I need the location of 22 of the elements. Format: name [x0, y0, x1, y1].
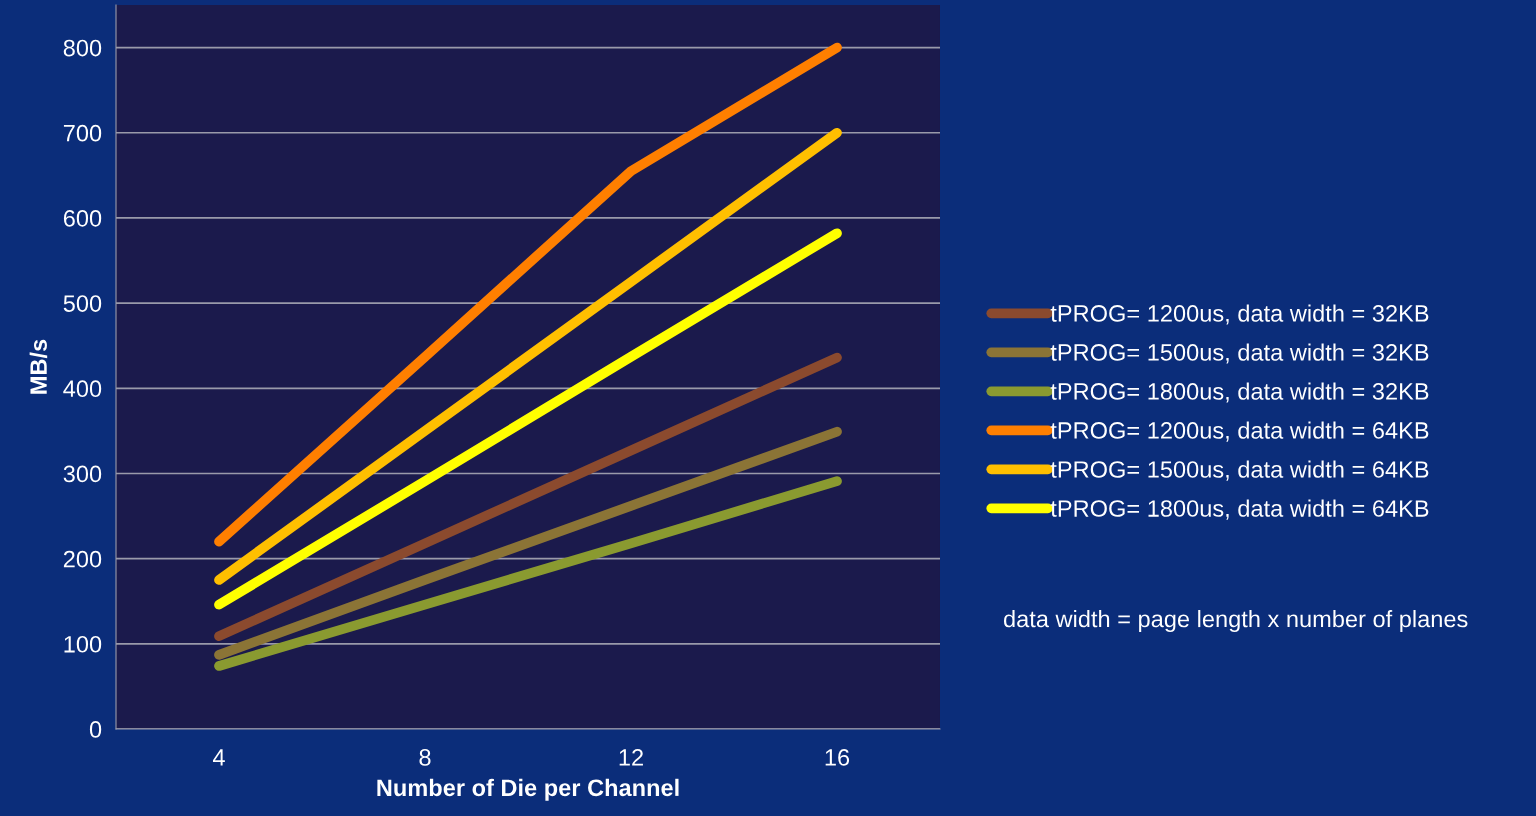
- legend-label: tPROG= 1800us, data width = 64KB: [1050, 499, 1429, 520]
- legend-label: tPROG= 1200us, data width = 64KB: [1050, 421, 1429, 442]
- y-tick-label: 500: [63, 295, 102, 312]
- legend-label: tPROG= 1500us, data width = 32KB: [1050, 343, 1429, 364]
- legend-label: tPROG= 1800us, data width = 32KB: [1050, 382, 1429, 403]
- y-tick-label: 400: [63, 380, 102, 398]
- y-tick-label: 0: [89, 721, 102, 738]
- y-tick-label: 600: [63, 210, 102, 227]
- y-tick-label: 800: [63, 39, 102, 57]
- x-tick-label: 8: [419, 749, 431, 766]
- x-tick-label: 4: [212, 749, 225, 766]
- text: data width = page length x number of planes: [1003, 609, 1468, 632]
- y-tick-label: 200: [63, 550, 102, 568]
- x-axis-title: Number of Die per Channel: [377, 778, 679, 801]
- y-tick-label: 700: [63, 124, 102, 142]
- y-tick-label: 100: [64, 635, 102, 653]
- legend-label: tPROG= 1500us, data width = 64KB: [1050, 460, 1429, 481]
- x-tick-label: 12: [619, 749, 643, 766]
- y-tick-label: 300: [63, 465, 102, 483]
- x-tick-label: 16: [825, 749, 850, 766]
- y-axis-title: MB/s: [29, 339, 48, 394]
- legend-label: tPROG= 1200us, data width = 32KB: [1050, 304, 1429, 325]
